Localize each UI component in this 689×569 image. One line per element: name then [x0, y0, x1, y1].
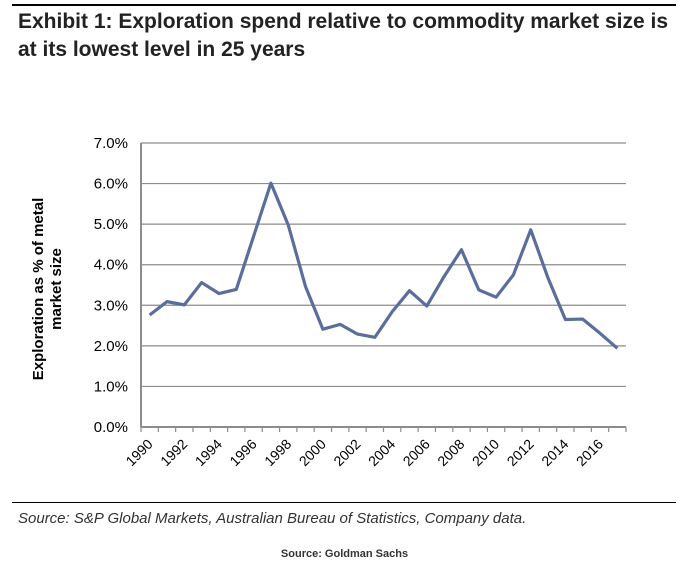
y-tick-label: 2.0%: [94, 338, 128, 355]
x-tick-label: 2002: [330, 436, 363, 469]
x-tick-label: 2012: [504, 436, 537, 469]
chart-title: Exhibit 1: Exploration spend relative to…: [18, 10, 669, 61]
x-tick-label: 1992: [157, 436, 190, 469]
y-tick-label: 0.0%: [94, 419, 128, 436]
x-tick-label: 1996: [226, 436, 259, 469]
x-tick-label: 2006: [400, 436, 433, 469]
x-tick-label: 2004: [365, 436, 398, 469]
source-footer: Source: Goldman Sachs: [280, 548, 409, 560]
y-tick-label: 4.0%: [94, 257, 128, 274]
series-line: [148, 181, 619, 350]
y-axis-label: Exploration as % of metalmarket size: [30, 198, 65, 381]
y-tick-label: 7.0%: [94, 135, 128, 152]
x-tick-label: 2014: [538, 436, 571, 469]
x-tick-label: 1990: [122, 436, 155, 469]
bottom-rule: [12, 502, 676, 503]
source-note: Source: S&P Global Markets, Australian B…: [18, 510, 527, 527]
x-tick-label: 2008: [434, 436, 467, 469]
y-tick-label: 3.0%: [94, 297, 128, 314]
x-tick-label: 1994: [192, 436, 225, 469]
y-tick-label: 1.0%: [94, 378, 128, 395]
x-tick-label: 2016: [573, 436, 606, 469]
y-tick-label: 5.0%: [94, 216, 128, 233]
x-tick-label: 2010: [469, 436, 502, 469]
x-tick-label: 1998: [261, 436, 294, 469]
top-rule: [12, 4, 676, 6]
y-tick-label: 6.0%: [94, 176, 128, 193]
x-tick-label: 2000: [296, 436, 329, 469]
